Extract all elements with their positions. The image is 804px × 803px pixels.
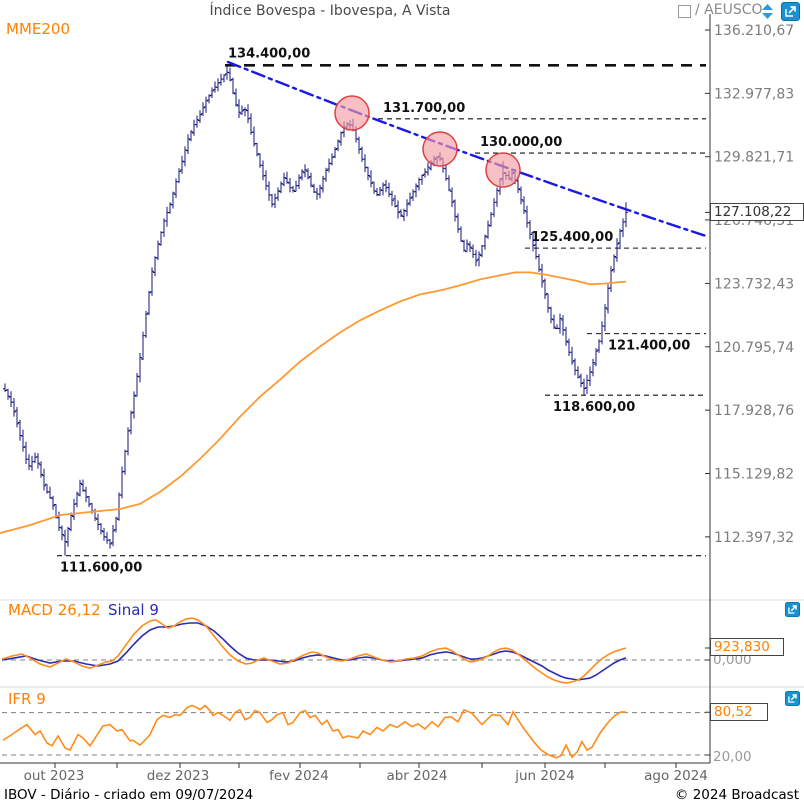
x-axis-tick-label: jun 2024 [514,768,575,784]
macd-indicator-label: MACD 26,12 [8,601,101,619]
price-level-label: 134.400,00 [228,46,310,61]
macd-signal-line [1,622,627,681]
macd-value-box: 923,830 [710,638,784,656]
x-axis-tick-label: fev 2024 [269,768,329,784]
popout-window-icon[interactable] [781,2,800,21]
x-axis-tick-label: out 2023 [24,768,85,784]
scale-spinner-icon[interactable] [761,4,774,19]
trendline [226,60,708,238]
mme200-line [0,271,627,534]
y-axis-tick-label: 112.397,32 [714,530,794,546]
price-level-label: 121.400,00 [608,339,690,354]
macd-line [1,617,627,684]
touch-circles [334,95,521,188]
macd-signal-label: Sinal 9 [108,601,159,619]
right-axis-labels: 136.210,67132.977,83129.821,71126.746,51… [714,23,794,546]
panel-separators [0,599,804,688]
last-price-box: 127.108,22 [710,203,804,221]
y-axis-tick-label: 117.928,76 [714,403,794,419]
level-lines: 134.400,00 131.700,00 130.000,00 125.400,00… [57,46,706,576]
price-level-label: 130.000,00 [480,135,562,150]
ifr-panel-popout-icon[interactable] [785,691,800,706]
x-axis-labels: out 2023 dez 2023 fev 2024 abr 2024 jun 2024… [24,768,708,784]
macd-panel-popout-icon[interactable] [785,602,800,617]
ifr-line [2,704,627,759]
y-axis-tick-label: 132.977,83 [714,86,794,102]
price-level-label: 118.600,00 [553,400,635,415]
price-level-label: 111.600,00 [60,561,142,576]
macd-zero-label: 0,000 [713,652,752,668]
x-axis-tick-label: dez 2023 [147,768,210,784]
price-level-label: 125.400,00 [531,230,613,245]
y-axis-tick-label: 129.821,71 [714,150,794,166]
compare-checkbox[interactable] [678,5,691,18]
axes [0,14,711,768]
chart-title: Índice Bovespa - Ibovespa, A Vista [209,3,451,19]
ifr-panel [2,704,710,759]
y-axis-tick-label: 136.210,67 [714,23,794,39]
y-axis-tick-label: 123.732,43 [714,276,794,292]
ifr-lower-level-label: 20,00 [713,749,752,765]
x-axis-tick-label: abr 2024 [386,768,447,784]
macd-panel [1,617,710,684]
ifr-indicator-label: IFR 9 [8,690,46,708]
y-axis-tick-label: 115.129,82 [714,467,794,483]
x-axis-tick-label: ago 2024 [644,768,708,784]
price-level-label: 131.700,00 [383,101,465,116]
ifr-value-box: 80,52 [710,703,768,721]
copyright-text: © 2024 Broadcast [674,787,799,803]
mme200-legend-label: MME200 [6,20,70,38]
chart-info-text: IBOV - Diário - criado em 09/07/2024 [4,787,254,803]
compare-symbol-label: / AEUSCO [695,2,763,18]
y-axis-tick-label: 120.795,74 [714,340,794,356]
